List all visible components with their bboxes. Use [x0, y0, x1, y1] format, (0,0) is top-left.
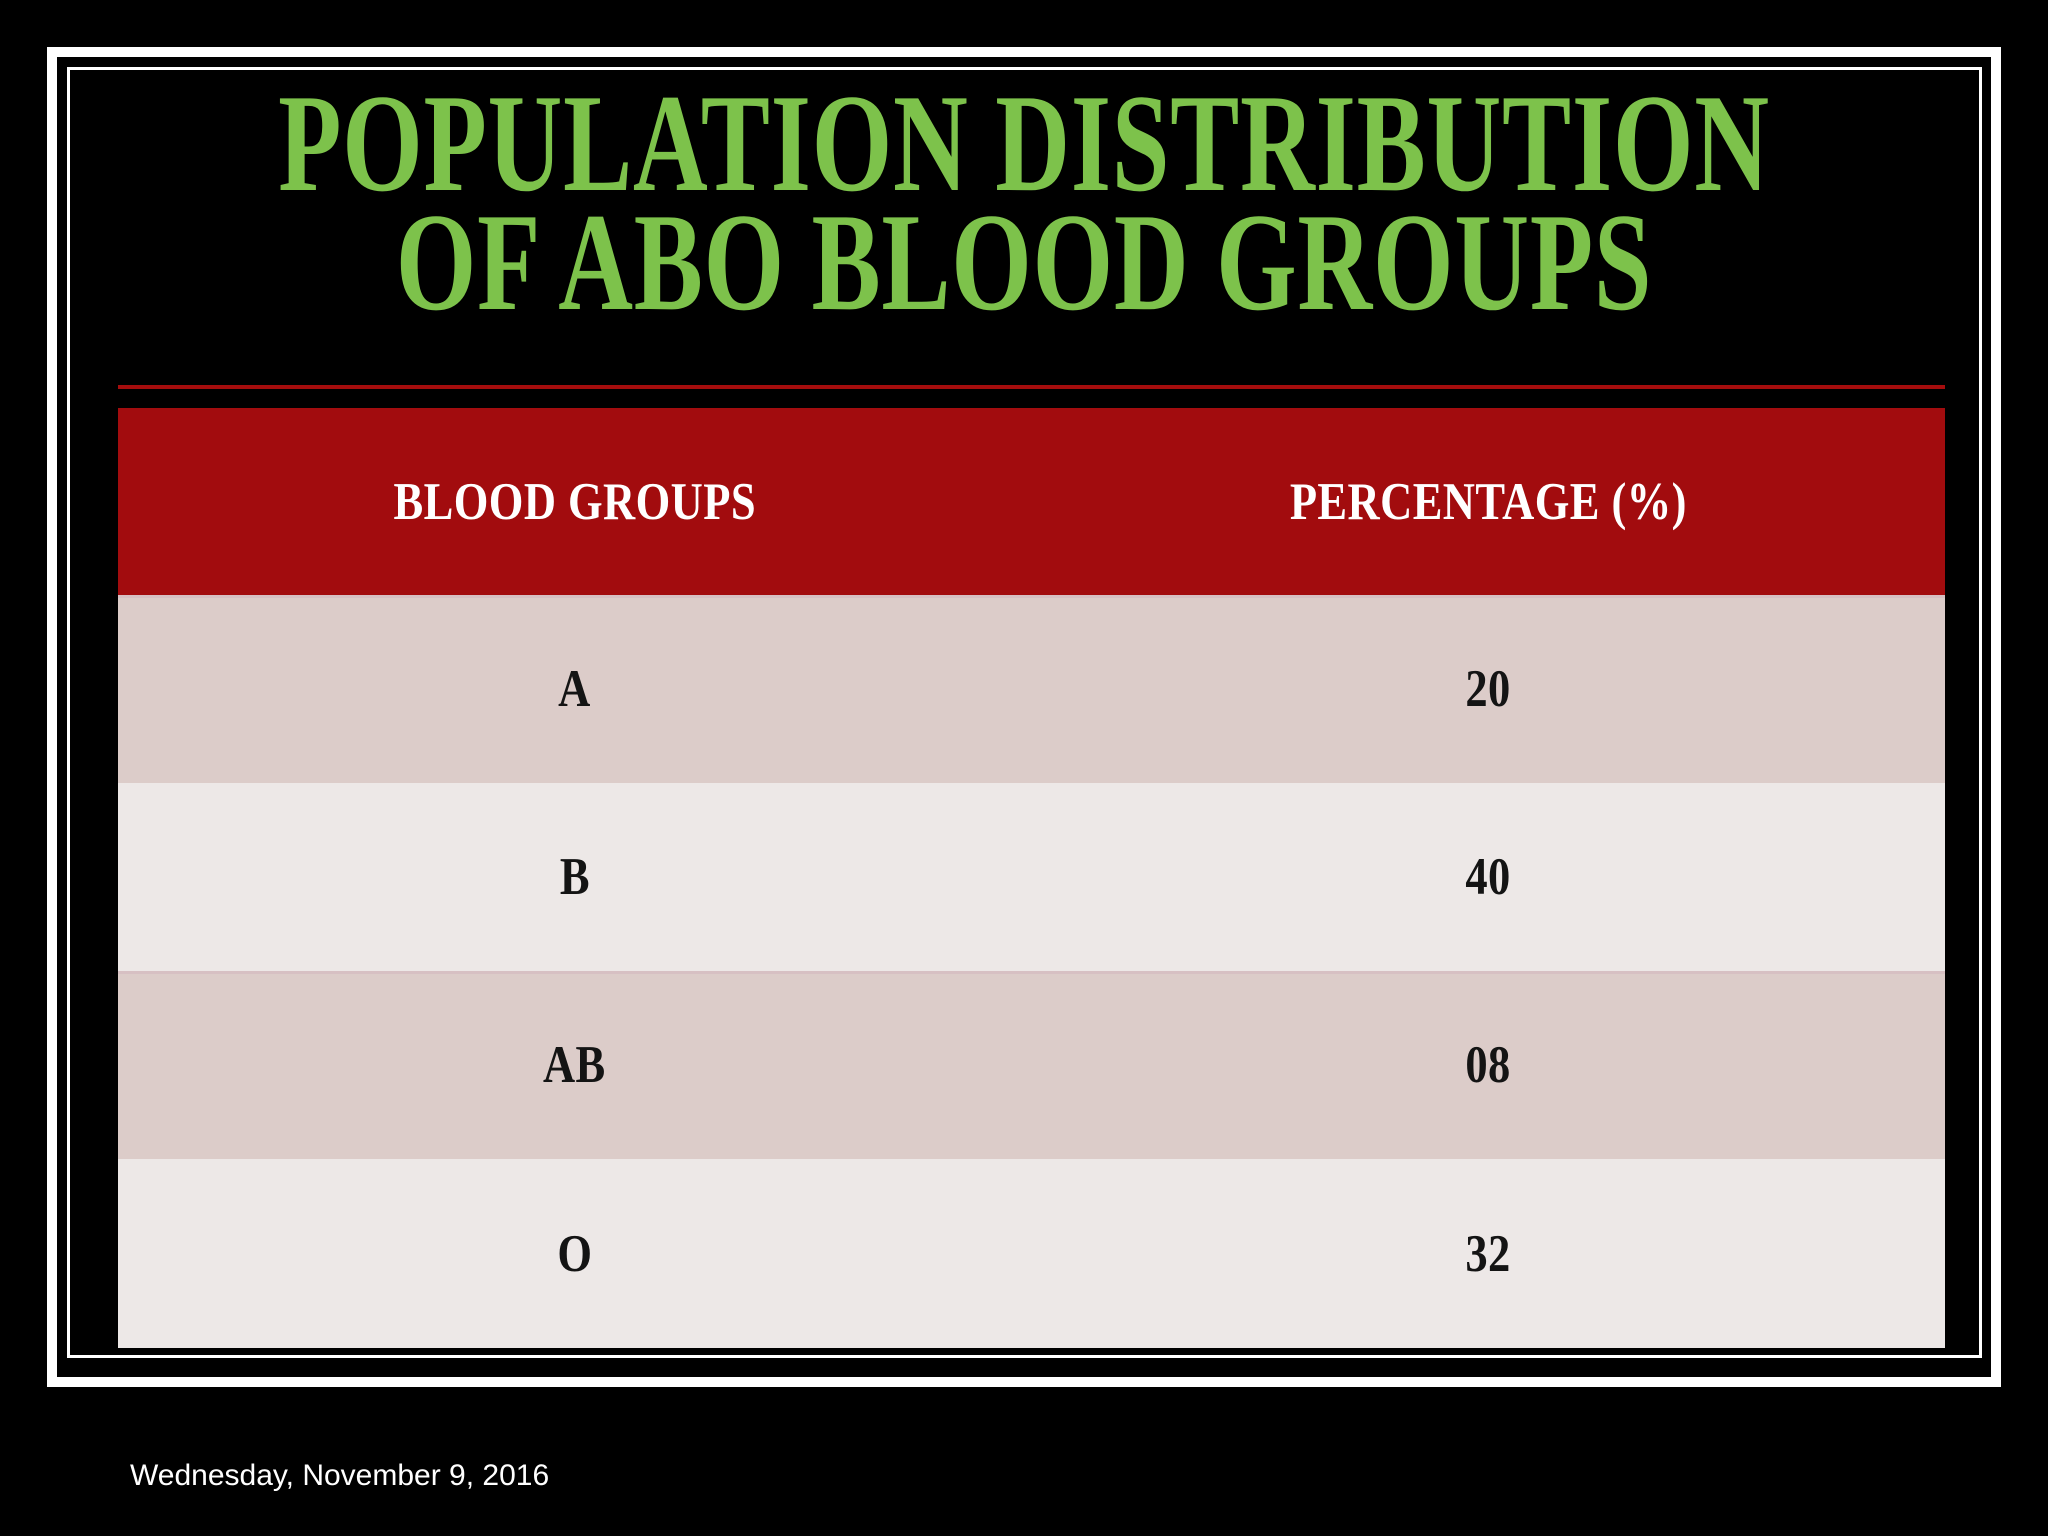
cell-percentage-a-value: 20: [1465, 660, 1511, 718]
cell-group-a-label: A: [558, 660, 592, 718]
column-header-percentage-label: PERCENTAGE (%): [1289, 472, 1687, 531]
cell-group-a: A: [118, 595, 1032, 783]
cell-group-ab-label: AB: [543, 1036, 607, 1094]
blood-groups-table: BLOOD GROUPS PERCENTAGE (%) A 20 B 40: [118, 408, 1945, 1348]
table-row-b: B 40: [118, 783, 1945, 971]
cell-group-o-label: O: [557, 1224, 593, 1283]
footer-date: Wednesday, November 9, 2016: [130, 1459, 550, 1492]
cell-percentage-b-value: 40: [1465, 848, 1511, 906]
table-row-ab: AB 08: [118, 971, 1945, 1159]
slide-title-line-1: POPULATION DISTRIBUTION: [278, 66, 1770, 221]
inner-border-frame: [67, 67, 1982, 1358]
column-header-percentage: PERCENTAGE (%): [1032, 408, 1946, 595]
cell-percentage-ab: 08: [1032, 971, 1946, 1159]
column-header-blood-groups: BLOOD GROUPS: [118, 408, 1032, 595]
column-header-blood-groups-label: BLOOD GROUPS: [393, 472, 756, 531]
cell-group-b-label: B: [559, 848, 590, 906]
slide-title: POPULATION DISTRIBUTION OF ABO BLOOD GROU…: [266, 74, 1782, 333]
cell-group-b: B: [118, 783, 1032, 971]
table-row-a: A 20: [118, 595, 1945, 783]
table-header-row: BLOOD GROUPS PERCENTAGE (%): [118, 408, 1945, 595]
cell-percentage-o: 32: [1032, 1159, 1946, 1348]
table-row-o: O 32: [118, 1159, 1945, 1348]
cell-percentage-b: 40: [1032, 783, 1946, 971]
slide-title-line-2: OF ABO BLOOD GROUPS: [395, 185, 1653, 340]
cell-percentage-ab-value: 08: [1465, 1036, 1511, 1094]
cell-percentage-a: 20: [1032, 595, 1946, 783]
red-divider-line: [118, 385, 1945, 389]
outer-border-frame: [47, 47, 2001, 1387]
cell-group-ab: AB: [118, 971, 1032, 1159]
cell-group-o: O: [118, 1159, 1032, 1348]
cell-percentage-o-value: 32: [1465, 1224, 1511, 1283]
